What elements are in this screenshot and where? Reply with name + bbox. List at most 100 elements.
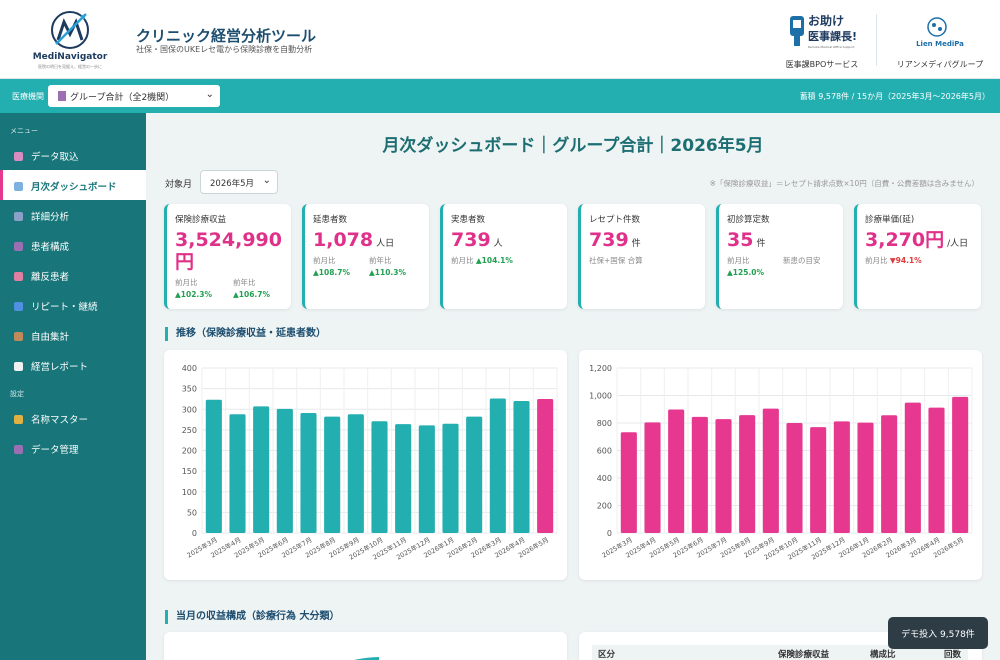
kpi-card: 診療単価(延) 3,270円/人日前月比 ▼94.1% [854, 204, 981, 309]
kpi-value-number: 739 [589, 229, 629, 251]
facility-label: 医療機関 [12, 92, 44, 101]
bar [300, 412, 317, 533]
y-tick-label: 100 [182, 488, 197, 497]
kpi-compare-2-value: ▲110.3% [369, 268, 406, 277]
kpi-label: 初診算定数 [727, 215, 770, 225]
sidebar-item-label: データ取込 [31, 152, 79, 163]
repeat-icon [14, 302, 23, 311]
bar-chart-icon [14, 182, 23, 191]
lien-mark-text: Lien MediPa [916, 40, 964, 48]
kpi-unit: 人 [493, 239, 503, 249]
kpi-compare-1-label: 前月比 [727, 256, 750, 265]
kpi-compare-1-number: ▲102.3% [175, 290, 213, 299]
sidebar-item-label: 自由集計 [31, 332, 70, 343]
kpi-compare-1-label: 前月比 [313, 256, 336, 265]
th-category: 区分 [598, 650, 616, 660]
bar [324, 416, 341, 533]
sidebar-item-bar-chart[interactable]: 月次ダッシュボード [0, 170, 146, 200]
app-subtitle: 社保・国保のUKEレセ電から保険診療を自動分析 [136, 45, 313, 54]
kpi-compare-1-value: ▲102.3% [175, 290, 212, 299]
pie-slice [354, 657, 379, 660]
bar [928, 407, 945, 533]
demo-toast[interactable]: デモ投入 9,578件 [888, 617, 988, 649]
kpi-compare-2-number: ▲106.7% [233, 290, 271, 299]
breakdown-pie-card [164, 632, 567, 660]
facility-select-value: グループ合計（全2機関） [70, 93, 175, 103]
people-icon [14, 242, 23, 251]
medinavigator-logo[interactable]: MediNavigator 医院の明日を見据え、経営の一歩に [26, 8, 114, 70]
bar [418, 425, 435, 533]
sidebar-item-download[interactable]: データ取込 [0, 140, 146, 170]
facility-select[interactable]: グループ合計（全2機関） ⌄ [48, 85, 220, 107]
bar [786, 423, 803, 533]
download-icon [14, 152, 23, 161]
bar [537, 398, 554, 533]
bpo-mark-bottom: 医事課長! [808, 29, 857, 43]
sidebar-item-microscope[interactable]: 詳細分析 [0, 200, 146, 230]
kpi-compare-2-value: ▲106.7% [233, 290, 270, 299]
kpi-compare-2-label: 前年比 [233, 278, 256, 287]
y-tick-label: 0 [192, 529, 197, 538]
kpi-compare-1-value: ▲125.0% [727, 268, 764, 277]
kpi-value: 739 人 [451, 229, 503, 255]
kpi-label: 実患者数 [451, 215, 486, 225]
kpi-value-number: 739 [451, 229, 491, 251]
logo-mark-icon [51, 11, 89, 49]
kpi-compare-2-number: ▲110.3% [369, 268, 407, 277]
bar [466, 416, 483, 533]
bar [762, 408, 779, 533]
kpi-label: 診療単価(延) [865, 215, 915, 225]
chart-down-icon [14, 272, 23, 281]
kpi-compare-1-value: ▲108.7% [313, 268, 350, 277]
th-count: 回数 [944, 650, 962, 660]
bpo-mascot-icon: お助け 医事課長! Remote Medical Office Support [790, 13, 857, 49]
y-tick-label: 0 [607, 529, 612, 538]
kpi-compare-1-number: ▲125.0% [727, 268, 765, 277]
kpi-label: レセプト件数 [589, 215, 641, 225]
kpi-compare-1-number: ▲108.7% [313, 268, 351, 277]
header-divider [876, 14, 877, 66]
sidebar-item-label: リピート・継続 [31, 302, 98, 313]
sidebar-item-abacus[interactable]: 自由集計 [0, 320, 146, 350]
sidebar-item-chart-down[interactable]: 離反患者 [0, 260, 146, 290]
kpi-value: 35 件 [727, 229, 765, 255]
sidebar-item-document[interactable]: 経営レポート [0, 350, 146, 380]
bar [395, 424, 412, 533]
kpi-value-number: 3,270円 [865, 229, 945, 251]
sidebar-item-label: 名称マスター [31, 415, 89, 426]
partner-bpo-logo[interactable]: お助け 医事課長! Remote Medical Office Support … [780, 10, 864, 72]
y-tick-label: 1,000 [589, 392, 612, 401]
month-select[interactable]: 2026年5月 ⌄ [200, 170, 278, 194]
kpi-card: 実患者数 739 人前月比 ▲104.1% [440, 204, 567, 309]
kpi-compare-2-label: 前年比 [369, 256, 392, 265]
section-breakdown-heading: 当月の収益構成（診療行為 大分類） [165, 610, 339, 624]
y-tick-label: 50 [187, 508, 197, 517]
month-label: 対象月 [165, 180, 193, 190]
sidebar-item-label: データ管理 [31, 445, 79, 456]
sidebar-item-label: 詳細分析 [31, 212, 70, 223]
sidebar-item-shapes[interactable]: 名称マスター [0, 403, 146, 433]
y-tick-label: 300 [182, 405, 197, 414]
shapes-icon [14, 415, 23, 424]
kpi-value: 739 件 [589, 229, 641, 255]
bar [620, 432, 637, 533]
kpi-compare-1-label: 前月比 [865, 256, 888, 265]
sidebar-section-menu: メニュー [10, 127, 38, 135]
kpi-unit: /人日 [947, 239, 969, 249]
app-title: クリニック経営分析ツール [136, 27, 317, 45]
kpi-compare-1-label: 前月比 [451, 256, 474, 265]
bar [715, 419, 732, 533]
kpi-compare-2-label: 新患の目安 [783, 256, 821, 265]
kpi-compare-1-number: ▼94.1% [889, 256, 922, 265]
kpi-unit: 件 [756, 239, 766, 249]
kpi-card: レセプト件数 739 件社保+国保 合算 [578, 204, 705, 309]
document-icon [14, 362, 23, 371]
sidebar-item-people[interactable]: 患者構成 [0, 230, 146, 260]
kpi-value: 1,078 人日 [313, 229, 394, 255]
bar [371, 421, 388, 533]
partner-lien-logo[interactable]: Lien MediPa リアンメディパグループ [890, 10, 990, 72]
sidebar-item-label: 患者構成 [31, 242, 70, 253]
y-tick-label: 200 [597, 502, 612, 511]
sidebar-item-repeat[interactable]: リピート・継続 [0, 290, 146, 320]
sidebar-item-database[interactable]: データ管理 [0, 433, 146, 463]
